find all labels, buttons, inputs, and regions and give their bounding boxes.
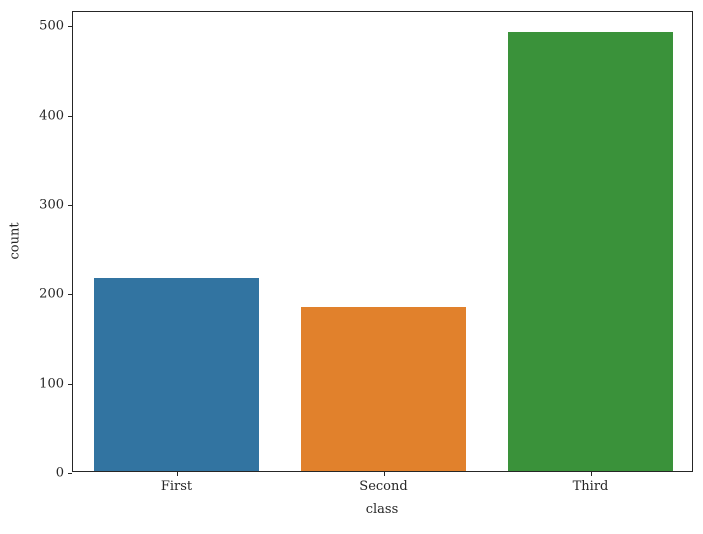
x-axis-label: class (365, 502, 399, 517)
bar-third (507, 32, 674, 471)
x-tick-label-first: First (160, 479, 193, 494)
y-tick-mark (68, 26, 72, 28)
y-tick-mark (68, 294, 72, 296)
x-tick-mark (383, 472, 385, 476)
y-tick-label: 500 (39, 18, 64, 34)
y-tick-label: 100 (39, 376, 64, 392)
y-tick-mark (68, 473, 72, 474)
y-tick-mark (68, 115, 72, 117)
y-tick-label: 300 (39, 197, 64, 213)
x-tick-label-second: Second (359, 479, 408, 494)
y-tick-mark (68, 204, 72, 206)
bar-second (300, 306, 467, 471)
x-tick-mark (176, 472, 178, 476)
bar-first (93, 278, 260, 471)
y-axis-label: count (7, 222, 23, 260)
y-tick-label: 200 (39, 286, 64, 302)
x-tick-mark (590, 472, 592, 476)
x-tick-label-third: Third (572, 479, 609, 494)
y-tick-label: 400 (39, 108, 64, 124)
plot-area: 0 100 200 300 400 500 First Second Third (39, 11, 693, 493)
y-tick-label: 0 (55, 465, 64, 481)
y-tick-mark (68, 383, 72, 385)
